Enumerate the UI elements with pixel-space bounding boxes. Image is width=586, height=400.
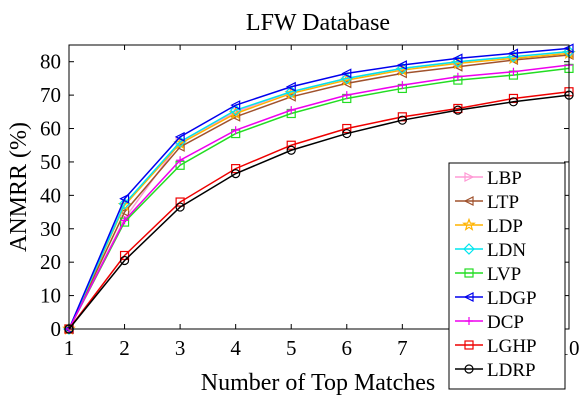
y-tick-label: 80 xyxy=(40,50,61,74)
legend-label: LTP xyxy=(487,192,519,213)
y-tick-label: 30 xyxy=(40,217,61,241)
data-point-lghp xyxy=(175,197,185,207)
data-point-ltp xyxy=(396,68,407,79)
legend-marker xyxy=(462,217,476,231)
legend-item-lghp: LGHP xyxy=(455,336,537,357)
data-point-ldgp xyxy=(119,193,130,204)
data-point-ldrp xyxy=(119,255,130,266)
data-point-ldn xyxy=(507,50,520,63)
y-tick-label: 0 xyxy=(51,317,62,341)
data-point-dcp xyxy=(453,72,462,81)
legend-item-lvp: LVP xyxy=(455,264,521,285)
series-line-dcp xyxy=(68,64,570,330)
data-point-dcp xyxy=(120,216,129,225)
x-tick-label: 3 xyxy=(175,336,186,360)
series-line-ldn xyxy=(68,50,570,330)
y-tick-label: 60 xyxy=(40,117,61,141)
data-point-dcp xyxy=(176,156,185,165)
legend-marker xyxy=(463,196,474,206)
legend-marker xyxy=(463,243,475,255)
y-tick-label: 50 xyxy=(40,150,61,174)
data-point-ltp xyxy=(119,207,130,218)
legend-label: LGHP xyxy=(487,336,537,357)
legend-item-dcp: DCP xyxy=(455,312,524,333)
series-line-ltp xyxy=(68,54,570,330)
y-tick-label: 70 xyxy=(40,83,61,107)
x-tick-label: 7 xyxy=(397,336,408,360)
chart-title: LFW Database xyxy=(246,10,390,36)
data-point-ldgp xyxy=(341,68,352,79)
data-point-dcp xyxy=(342,91,351,100)
data-point-ltp xyxy=(285,91,296,102)
data-point-ltp xyxy=(452,61,463,72)
data-point-ldgp xyxy=(230,100,241,111)
legend-label: LBP xyxy=(487,168,522,189)
legend-item-ldrp: LDRP xyxy=(455,360,536,381)
data-point-ldrp xyxy=(508,97,519,107)
series-line-lvp xyxy=(68,67,570,330)
data-point-ldp xyxy=(284,86,299,100)
data-point-ldn xyxy=(452,55,464,68)
legend-marker xyxy=(464,268,474,278)
data-point-ldgp xyxy=(452,53,463,64)
legend-label: LDGP xyxy=(487,288,537,309)
axes: 1234567891001020304050607080 xyxy=(40,44,580,360)
data-point-ldrp xyxy=(397,115,407,125)
series-ldrp xyxy=(64,90,574,334)
series-line-ldgp xyxy=(68,47,570,330)
y-tick-label: 10 xyxy=(40,284,61,308)
data-point-ldp xyxy=(117,198,132,212)
x-tick-label: 4 xyxy=(230,336,241,360)
legend-marker xyxy=(464,364,474,374)
legend-label: LDN xyxy=(487,240,526,261)
data-point-dcp xyxy=(231,126,240,135)
plot-frame xyxy=(68,44,570,330)
data-point-ltp xyxy=(174,141,185,152)
data-point-dcp xyxy=(509,67,518,76)
legend-label: LDRP xyxy=(487,360,536,381)
legend-marker xyxy=(464,172,475,182)
x-tick-label: 6 xyxy=(342,336,353,360)
legend-item-lbp: LBP xyxy=(455,168,522,189)
legend-marker xyxy=(463,292,474,302)
x-tick-label: 5 xyxy=(286,336,297,360)
data-point-ldgp xyxy=(285,81,296,92)
data-point-ltp xyxy=(341,78,352,89)
data-point-lghp xyxy=(342,123,352,134)
y-tick-label: 40 xyxy=(40,183,61,207)
data-point-ldrp xyxy=(342,128,352,139)
data-point-dcp xyxy=(398,81,407,90)
series-line-lghp xyxy=(68,91,570,330)
data-point-ldrp xyxy=(453,105,463,115)
legend-marker xyxy=(465,317,473,325)
legend-marker xyxy=(464,340,474,350)
data-point-ldrp xyxy=(175,202,185,212)
data-point-dcp xyxy=(287,106,296,115)
legend-item-ldgp: LDGP xyxy=(455,288,537,309)
legend-label: DCP xyxy=(487,312,524,333)
y-tick-label: 20 xyxy=(40,250,61,274)
legend: LBP LTP LDP LDN LVP LDGP DCP LGHP LDRP xyxy=(448,162,566,390)
legend-label: LVP xyxy=(487,264,521,285)
legend-item-ltp: LTP xyxy=(455,192,519,213)
series-dcp xyxy=(65,61,573,333)
legend-label: LDP xyxy=(487,216,523,237)
data-point-ldgp xyxy=(174,131,185,142)
data-point-ldgp xyxy=(396,60,407,71)
data-point-lghp xyxy=(231,164,241,174)
series-line-ldrp xyxy=(68,94,570,330)
series-line-ldp xyxy=(68,52,570,330)
y-axis-label: ANMRR (%) xyxy=(6,122,32,252)
data-point-ldrp xyxy=(286,145,296,155)
data-point-ldrp xyxy=(231,169,241,179)
data-point-ldn xyxy=(396,62,409,75)
data-point-ldgp xyxy=(508,48,519,59)
data-point-lghp xyxy=(286,140,296,150)
x-axis-label: Number of Top Matches xyxy=(201,370,436,396)
legend-item-ldp: LDP xyxy=(455,216,523,237)
x-tick-label: 2 xyxy=(119,336,130,360)
x-tick-label: 1 xyxy=(64,336,75,360)
legend-item-ldn: LDN xyxy=(455,240,526,261)
